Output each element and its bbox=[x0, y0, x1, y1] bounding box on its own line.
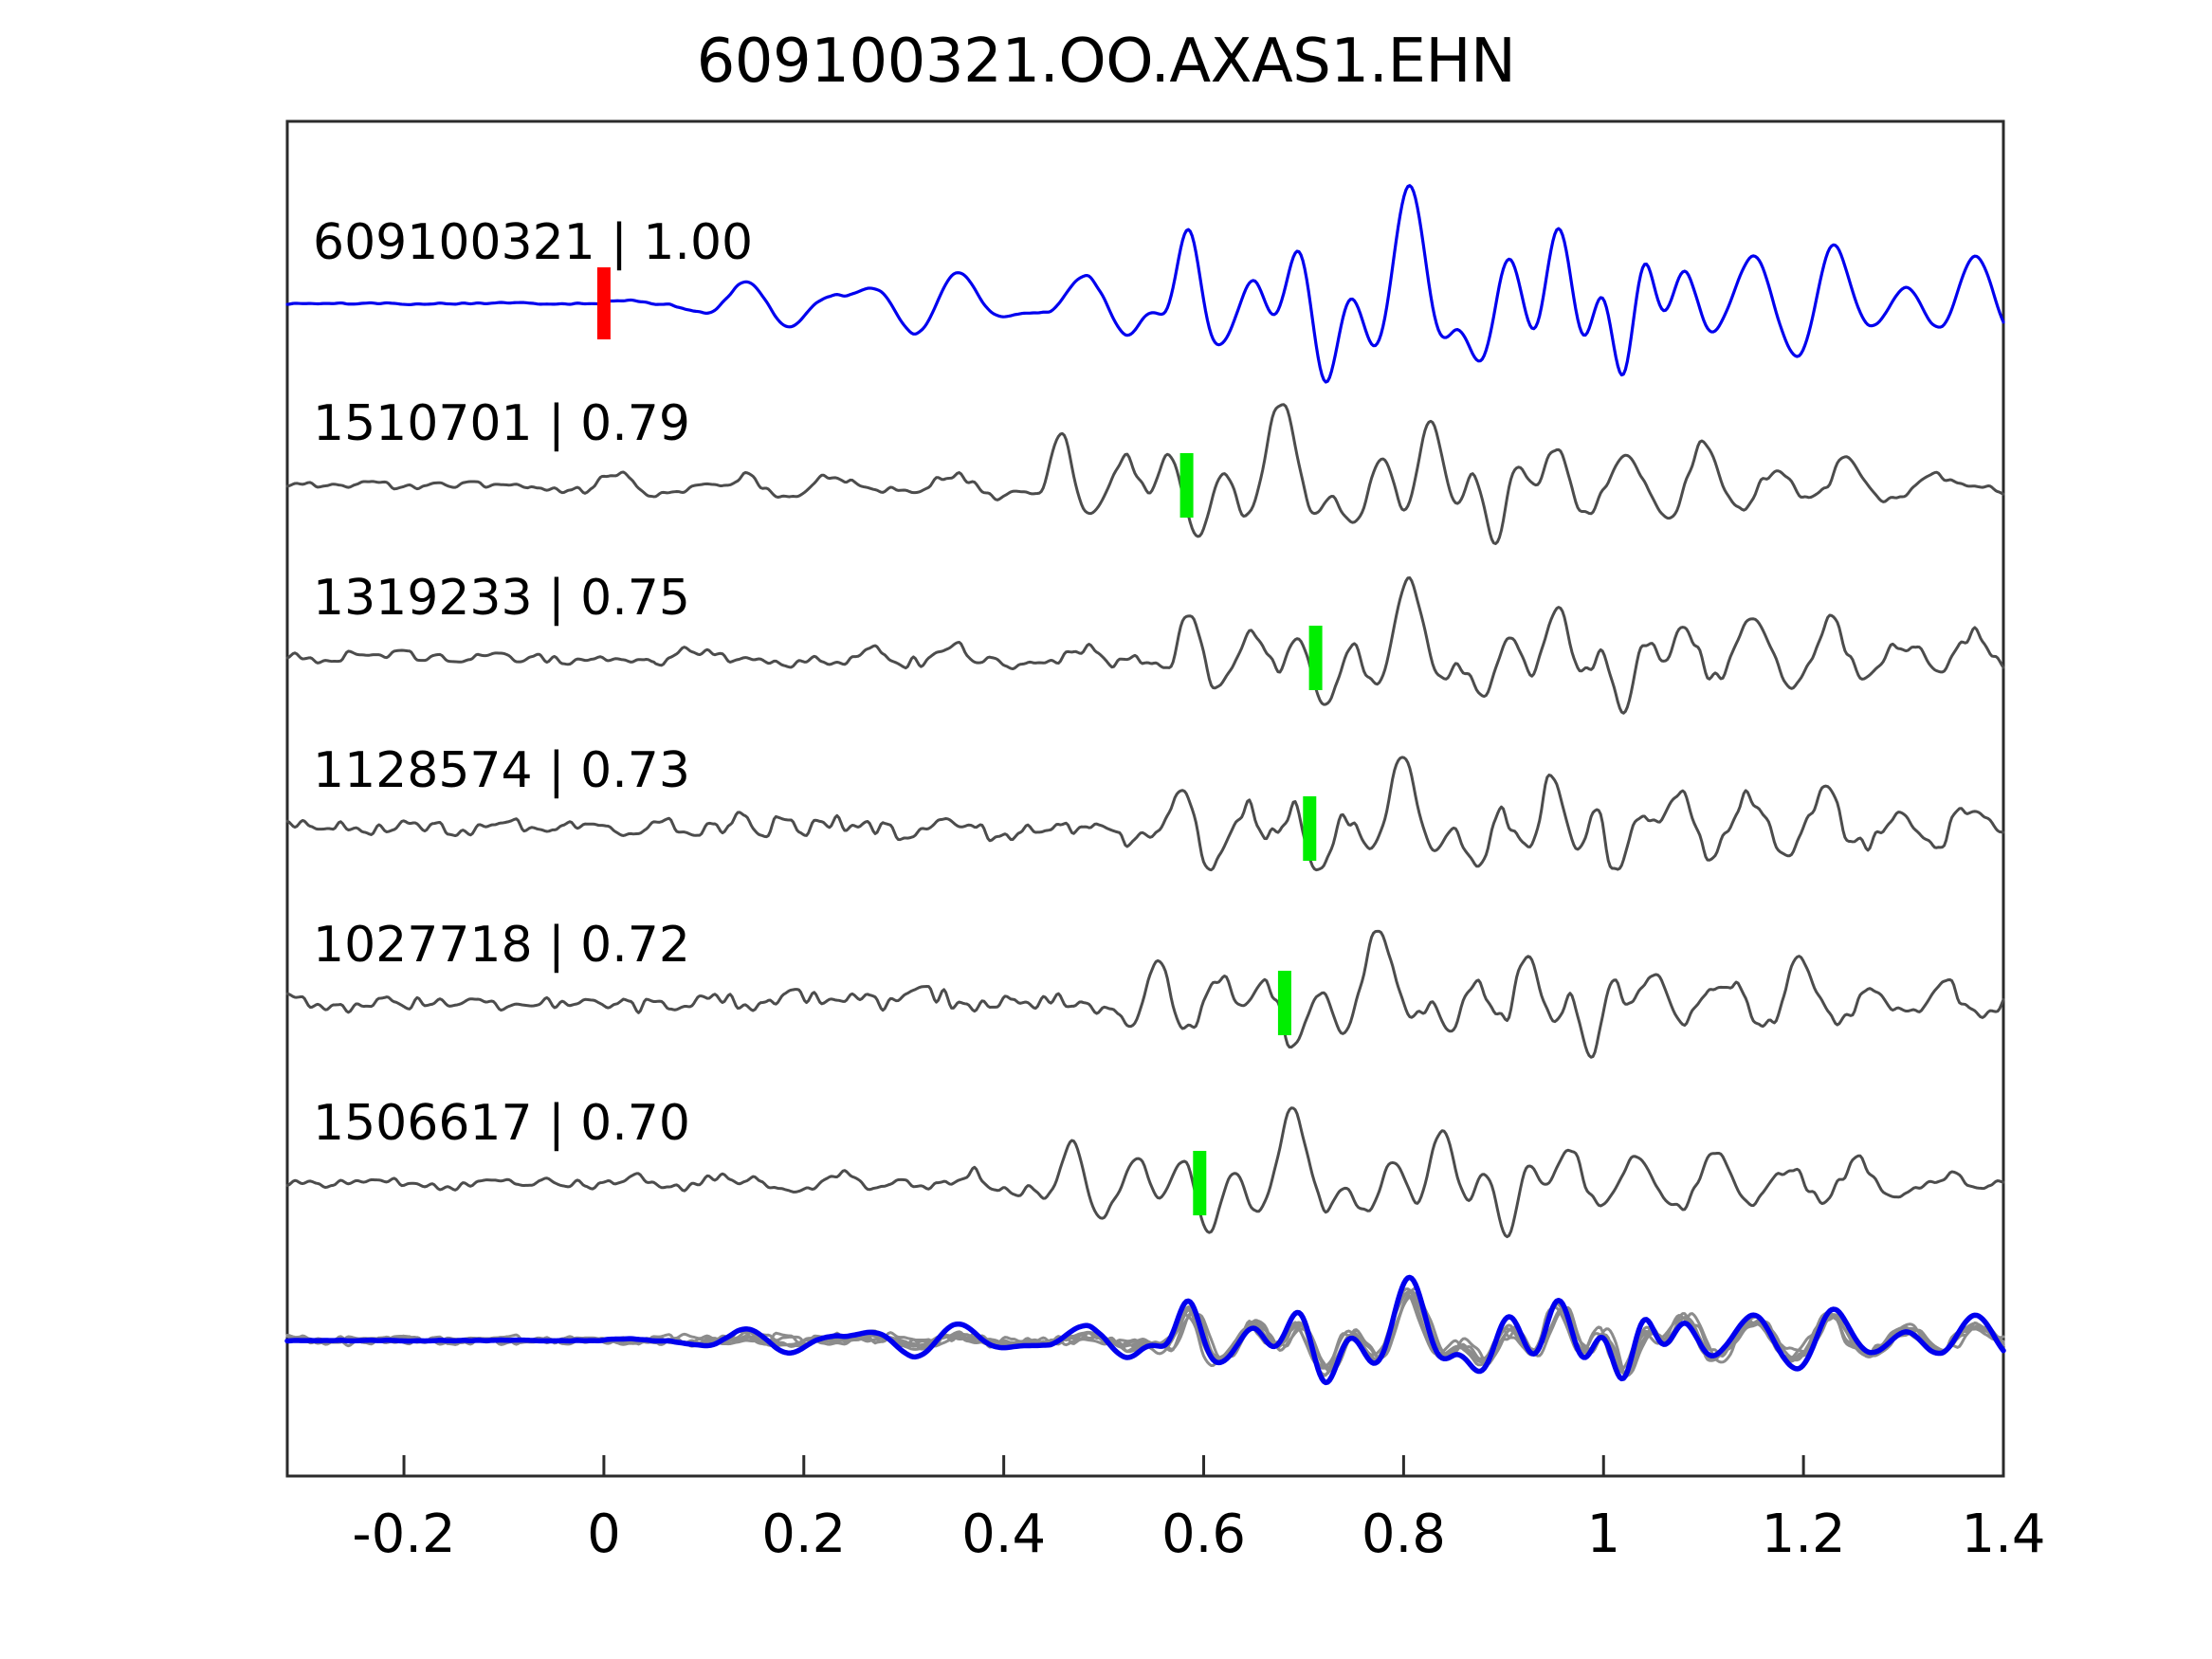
x-tick-label: 0.8 bbox=[1362, 1504, 1446, 1565]
trace-label: 609100321 | 1.00 bbox=[313, 214, 753, 271]
stacked-gray-trace bbox=[285, 1286, 2005, 1377]
trace-label: 1510701 | 0.79 bbox=[313, 395, 690, 452]
waveform-trace bbox=[285, 756, 2005, 872]
waveform-trace bbox=[285, 576, 2005, 715]
waveform-traces bbox=[285, 184, 2005, 1239]
pick-markers bbox=[596, 267, 1323, 1215]
trace-labels: 609100321 | 1.00 1510701 | 0.79 1319233 | … bbox=[313, 214, 753, 1152]
stacked-gray-trace bbox=[285, 1287, 2005, 1380]
stacked-gray-trace bbox=[285, 1289, 2005, 1380]
trace-label: 1319233 | 0.75 bbox=[313, 570, 690, 627]
trace-label: 1027718 | 0.72 bbox=[313, 917, 690, 974]
waveform-trace bbox=[285, 929, 2005, 1059]
stacked-gray-trace bbox=[285, 1292, 2005, 1372]
x-axis-tick-labels: -0.2 0 0.2 0.4 0.6 0.8 1 1.2 1.4 bbox=[352, 1504, 2045, 1565]
page-title: 609100321.OO.AXAS1.EHN bbox=[696, 27, 1516, 97]
waveform-trace bbox=[285, 1106, 2005, 1239]
x-tick-label: -0.2 bbox=[352, 1504, 455, 1565]
x-tick-label: 1.4 bbox=[1961, 1504, 2045, 1565]
stacked-template-trace bbox=[284, 1274, 2006, 1386]
trace-label: 1506617 | 0.70 bbox=[313, 1095, 690, 1152]
x-tick-label: 0.4 bbox=[961, 1504, 1046, 1565]
x-tick-label: 0 bbox=[587, 1504, 621, 1565]
trace-label: 1128574 | 0.73 bbox=[313, 742, 690, 799]
x-tick-label: 0.2 bbox=[761, 1504, 846, 1565]
stacked-gray-trace bbox=[285, 1289, 2005, 1377]
waveform-trace bbox=[285, 184, 2005, 384]
x-axis-ticks bbox=[402, 1455, 2005, 1476]
x-tick-label: 1 bbox=[1586, 1504, 1620, 1565]
stacked-overlay-panel bbox=[284, 1274, 2006, 1386]
stacked-gray-trace bbox=[285, 1295, 2005, 1376]
x-tick-label: 1.2 bbox=[1762, 1504, 1846, 1565]
waveform-trace bbox=[285, 403, 2005, 545]
x-tick-label: 0.6 bbox=[1161, 1504, 1246, 1565]
axes-frame bbox=[285, 119, 2005, 1478]
